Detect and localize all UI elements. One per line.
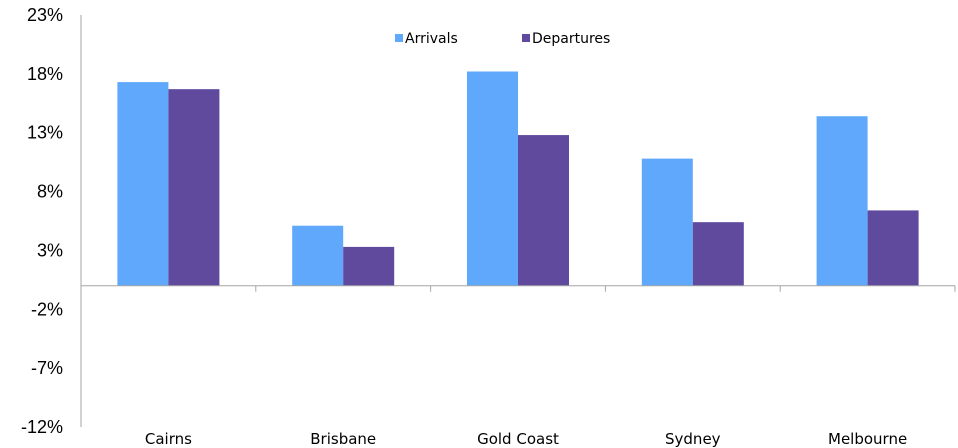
bar-departures-sydney <box>692 222 744 286</box>
y-tick-label: 8% <box>37 182 63 202</box>
bar-departures-gold-coast <box>518 135 569 286</box>
bar-arrivals-melbourne <box>816 116 868 286</box>
y-tick-label: 3% <box>37 240 63 260</box>
bar-arrivals-cairns <box>117 82 169 286</box>
category-label: Cairns <box>145 430 192 448</box>
y-tick-label: -2% <box>31 299 63 319</box>
bar-departures-cairns <box>168 89 220 286</box>
category-label: Gold Coast <box>477 430 559 448</box>
category-label: Melbourne <box>828 430 907 448</box>
bar-arrivals-brisbane <box>292 225 344 286</box>
legend-label-departures: Departures <box>532 31 610 47</box>
x-axis-tick-marks <box>80 285 956 292</box>
x-axis-category-labels: Cairns Brisbane Gold Coast Sydney Melbourne <box>145 430 907 448</box>
legend-label-arrivals: Arrivals <box>405 31 458 47</box>
y-tick-label: -7% <box>31 358 63 378</box>
y-tick-label: 18% <box>27 64 63 84</box>
legend-swatch-departures <box>522 34 530 42</box>
category-label: Sydney <box>665 430 721 448</box>
y-axis-tick-labels: 23% 18% 13% 8% 3% -2% -7% -12% <box>21 5 63 437</box>
plot-area: Cairns Brisbane Gold Coast Sydney Melbourne <box>80 15 956 448</box>
category-label: Brisbane <box>310 430 376 448</box>
bar-departures-melbourne <box>867 210 919 286</box>
legend: Arrivals Departures <box>395 31 610 47</box>
bar-departures-brisbane <box>343 246 395 286</box>
y-tick-label: -12% <box>21 417 63 437</box>
bar-arrivals-sydney <box>641 158 693 286</box>
legend-swatch-arrivals <box>395 34 403 42</box>
y-tick-label: 23% <box>27 5 63 25</box>
bar-arrivals-gold-coast <box>467 71 518 286</box>
bars <box>117 71 919 286</box>
y-tick-label: 13% <box>27 123 63 143</box>
